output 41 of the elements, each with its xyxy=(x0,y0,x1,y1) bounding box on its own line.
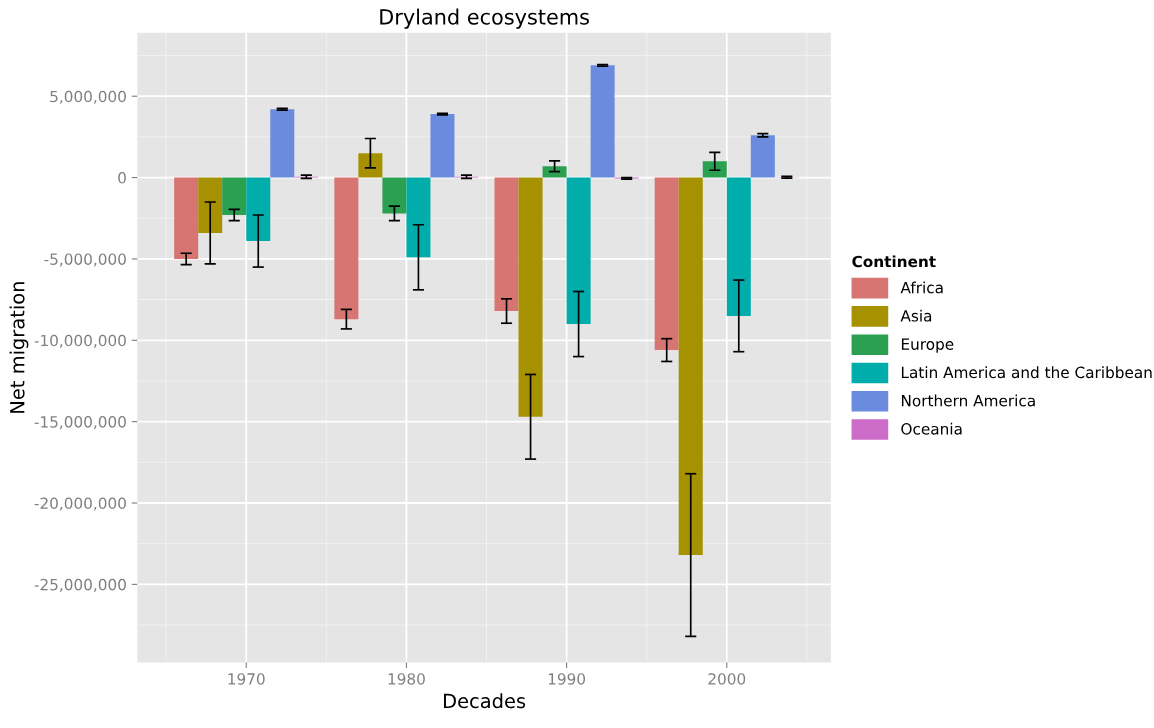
legend-title: Continent xyxy=(852,255,936,268)
legend-label: Oceania xyxy=(901,422,962,435)
bar xyxy=(494,177,519,312)
bar xyxy=(518,177,543,417)
x-tick-label: 1980 xyxy=(388,673,425,685)
bar xyxy=(542,166,567,178)
bar xyxy=(174,177,199,259)
legend-label: Africa xyxy=(900,281,943,294)
bar xyxy=(198,177,223,233)
x-tick-label: 1990 xyxy=(548,673,586,685)
bar xyxy=(358,153,383,178)
bar xyxy=(654,177,679,351)
bar xyxy=(222,177,247,215)
bar xyxy=(406,177,431,258)
bar xyxy=(750,135,775,178)
bar xyxy=(270,109,295,178)
legend-label: Europe xyxy=(901,338,954,353)
bar xyxy=(246,177,271,242)
x-tick-label: 1970 xyxy=(228,673,265,685)
y-tick-label: -10,000,000 xyxy=(34,334,126,348)
bar xyxy=(702,161,727,178)
bar xyxy=(382,177,407,214)
legend-label: Northern America xyxy=(901,394,1035,407)
y-tick-label: -25,000,000 xyxy=(34,578,126,592)
y-axis-title: Net migration xyxy=(9,282,29,413)
legend-label: Latin America and the Caribbean xyxy=(901,366,1152,379)
y-tick-label: -15,000,000 xyxy=(34,416,126,430)
y-tick-label: 5,000,000 xyxy=(50,90,126,104)
bar xyxy=(726,177,751,316)
legend-label: Asia xyxy=(900,309,932,322)
chart-title: Dryland ecosystems xyxy=(380,8,589,29)
y-tick-label: -5,000,000 xyxy=(44,253,126,267)
x-tick-label: 2000 xyxy=(708,673,746,685)
bar xyxy=(590,65,615,178)
bar xyxy=(334,177,359,320)
x-axis-title: Decades xyxy=(444,693,526,709)
y-tick-label: -20,000,000 xyxy=(34,497,126,511)
y-tick-label: 0 xyxy=(118,172,126,184)
bar xyxy=(566,177,591,325)
bar xyxy=(678,177,703,556)
bar xyxy=(430,114,455,178)
